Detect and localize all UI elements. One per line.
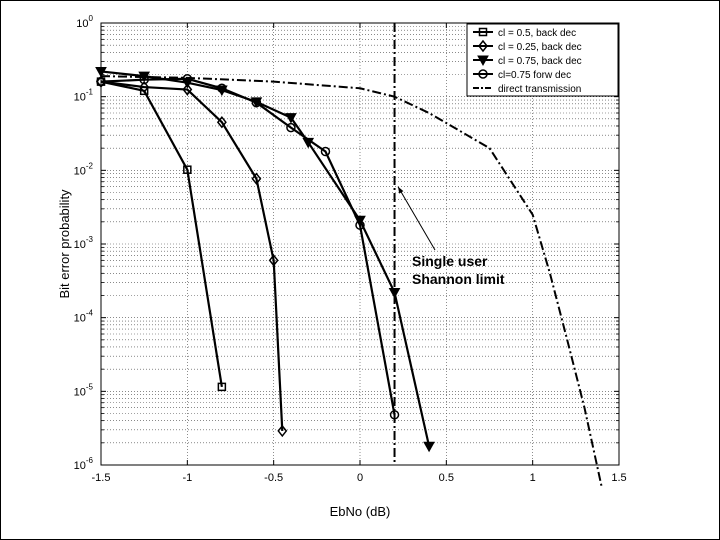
annotation-arrow: [397, 186, 436, 251]
y-tick-label: 10-3: [74, 235, 94, 251]
annotation-text: Shannon limit: [412, 271, 505, 287]
series-layer: [95, 66, 603, 488]
diamond-marker: [478, 39, 488, 53]
legend-entry: cl = 0.5, back dec: [473, 27, 576, 39]
series-4: [100, 75, 603, 488]
legend-label: cl = 0.75, back dec: [498, 56, 582, 67]
diamond-marker: [277, 424, 288, 438]
diamond-marker: [268, 254, 279, 267]
series-line: [100, 77, 396, 416]
square-marker: [183, 165, 192, 174]
diamond-marker: [139, 80, 150, 94]
y-tick-label: 10-1: [74, 88, 94, 104]
legend-label: direct transmission: [498, 84, 581, 95]
series-0: [96, 77, 227, 392]
x-tick-label: -0.5: [264, 472, 283, 484]
series-line: [100, 80, 284, 431]
x-tick-label: 1.5: [611, 472, 626, 484]
legend-label: cl = 0.25, back dec: [498, 42, 582, 53]
series-3: [96, 74, 400, 420]
legend: cl = 0.5, back dec cl = 0.25, back dec cl …: [466, 23, 619, 97]
series-line: [100, 80, 223, 388]
legend-label: cl=0.75 forw dec: [498, 70, 571, 81]
y-tick-label: 10-2: [74, 161, 94, 177]
y-tick-label: 10-5: [74, 382, 94, 398]
x-tick-label: -1.5: [92, 472, 111, 484]
x-axis-label: EbNo (dB): [330, 504, 391, 519]
annotation-arrowhead: [397, 186, 404, 194]
y-tick-label: 100: [76, 14, 93, 30]
circle-marker: [251, 97, 262, 108]
y-axis-label: Bit error probability: [57, 189, 72, 299]
circle-marker: [217, 83, 227, 94]
x-tick-label: 0.5: [439, 472, 454, 484]
square-marker: [478, 27, 488, 37]
legend-entry: cl = 0.25, back dec: [473, 39, 582, 53]
x-tick-label: -1: [182, 472, 192, 484]
legend-entry: cl=0.75 forw dec: [473, 69, 571, 81]
x-tick-label: 0: [357, 472, 363, 484]
circle-marker: [96, 76, 106, 87]
series-line: [100, 75, 603, 488]
triangle-marker: [95, 66, 107, 78]
circle-marker: [355, 220, 365, 230]
diamond-marker: [96, 75, 106, 88]
legend-entry: direct transmission: [473, 84, 581, 95]
series-2: [95, 66, 435, 453]
circle-marker: [286, 122, 296, 133]
triangle-marker: [285, 113, 297, 124]
diamond-marker: [182, 83, 193, 96]
series-line: [100, 70, 431, 447]
axis-ticks: -1.5 -1 -0.5 0 0.5 1 1.5 100 10-1 10-2 10-3 10-4 10-…: [74, 14, 627, 484]
circle-marker: [139, 74, 149, 85]
circle-marker: [320, 146, 331, 157]
triangle-marker: [423, 441, 435, 453]
triangle-marker: [477, 55, 489, 67]
triangle-marker: [388, 287, 401, 299]
square-marker: [217, 382, 227, 392]
series-1: [96, 75, 288, 438]
diamond-marker: [251, 172, 262, 185]
circle-marker: [478, 69, 488, 79]
annotation-text: Single user: [412, 253, 488, 269]
x-tick-label: 1: [530, 472, 536, 484]
diamond-marker: [216, 116, 227, 129]
y-tick-label: 10-4: [74, 309, 94, 325]
legend-label: cl = 0.5, back dec: [498, 28, 576, 39]
annotation-layer: Single user Shannon limit: [393, 23, 505, 465]
y-tick-label: 10-6: [74, 456, 94, 472]
legend-entry: cl = 0.75, back dec: [473, 55, 582, 67]
